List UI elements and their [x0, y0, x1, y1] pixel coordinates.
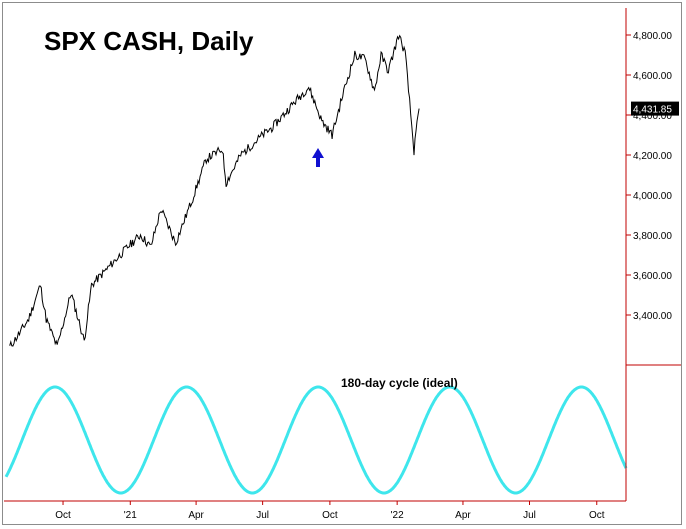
x-tick-label: Oct	[55, 510, 71, 521]
y-tick-label: 3,400.00	[633, 311, 672, 322]
x-tick-label: Apr	[455, 510, 471, 521]
y-tick-label: 4,200.00	[633, 151, 672, 162]
chart-title: SPX CASH, Daily	[44, 26, 254, 56]
cycle-line	[4, 385, 628, 495]
y-tick-label: 4,600.00	[633, 71, 672, 82]
price-line	[9, 34, 420, 347]
last-price-label: 4,431.85	[633, 105, 672, 116]
x-tick-label: Jul	[256, 510, 269, 521]
x-tick-label: '22	[391, 510, 404, 521]
y-tick-label: 4,800.00	[633, 31, 672, 42]
x-tick-label: Apr	[188, 510, 204, 521]
last-price-tag-background	[631, 101, 679, 116]
y-axis: 3,400.00 3,600.00 3,800.00 4,000.00 4,200.00…	[626, 31, 672, 322]
x-tick-label: Oct	[589, 510, 605, 521]
up-arrow-icon	[312, 148, 324, 167]
x-tick-label: Oct	[322, 510, 338, 521]
y-tick-label: 3,800.00	[633, 231, 672, 242]
y-tick-label: 4,000.00	[633, 191, 672, 202]
cycle-label: 180-day cycle (ideal)	[341, 376, 458, 390]
x-tick-label: '21	[124, 510, 137, 521]
y-tick-label: 3,600.00	[633, 271, 672, 282]
price-series	[9, 34, 420, 347]
x-tick-label: Jul	[523, 510, 536, 521]
x-axis: Oct '21 Apr Jul Oct '22 Apr Jul Oct	[55, 501, 605, 521]
cycle-series	[4, 385, 628, 495]
last-price-tag: 4,431.85	[631, 101, 679, 116]
y-tick-label: 4,400.00	[633, 111, 672, 122]
